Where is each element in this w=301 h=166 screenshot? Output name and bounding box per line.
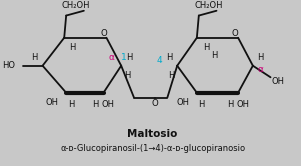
Text: H: H — [69, 43, 75, 52]
Text: H: H — [203, 43, 210, 52]
Text: H: H — [166, 52, 172, 62]
Text: H: H — [211, 51, 218, 60]
Text: α-ᴅ-Glucopiranosil-(1→4)-α-ᴅ-glucopiranosio: α-ᴅ-Glucopiranosil-(1→4)-α-ᴅ-glucopirano… — [60, 144, 245, 153]
Text: H: H — [32, 52, 38, 62]
Text: OH: OH — [272, 77, 285, 86]
Text: α: α — [108, 53, 114, 62]
Text: H: H — [199, 100, 205, 109]
Text: H: H — [92, 100, 99, 109]
Text: 1: 1 — [121, 53, 127, 62]
Text: H: H — [227, 100, 234, 109]
Text: CH₂OH: CH₂OH — [62, 1, 90, 10]
Text: HO: HO — [2, 61, 15, 70]
Text: H: H — [258, 53, 264, 62]
Text: H: H — [126, 53, 132, 62]
Text: OH: OH — [102, 100, 115, 109]
Text: OH: OH — [46, 98, 59, 107]
Text: H: H — [68, 100, 74, 109]
Text: O: O — [151, 99, 158, 108]
Text: H: H — [168, 71, 175, 80]
Text: α: α — [258, 65, 264, 74]
Text: Maltosio: Maltosio — [127, 129, 178, 139]
Text: O: O — [232, 29, 239, 38]
Text: H: H — [124, 71, 130, 80]
Text: OH: OH — [237, 100, 250, 109]
Text: 4: 4 — [157, 56, 162, 65]
Text: O: O — [100, 29, 107, 38]
Text: CH₂OH: CH₂OH — [194, 1, 223, 10]
Text: OH: OH — [177, 98, 190, 107]
